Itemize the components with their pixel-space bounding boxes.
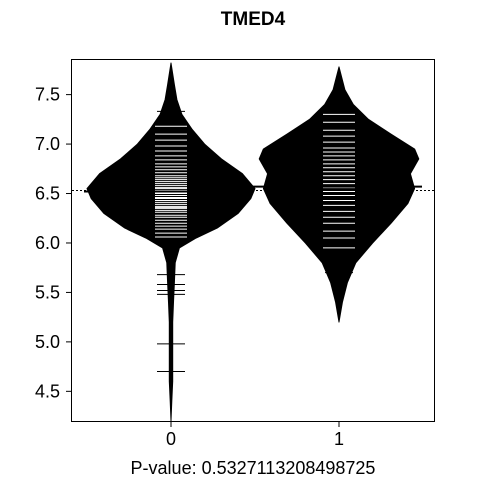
x-axis-label: P-value: 0.5327113208498725	[131, 458, 376, 478]
axes: 4.5 5.0 5.5 6.0 6.5 7.0 7.5 0 1	[35, 85, 344, 449]
x-tick-label: 1	[334, 429, 344, 449]
y-tick-label: 6.0	[35, 233, 60, 253]
y-tick-label: 7.0	[35, 134, 60, 154]
y-tick-label: 4.5	[35, 381, 60, 401]
chart-title: TMED4	[221, 9, 286, 30]
plot-area	[72, 62, 434, 422]
plot-frame	[71, 59, 435, 422]
bean-0	[86, 62, 256, 422]
bean-1	[258, 66, 420, 323]
y-tick-label: 5.5	[35, 282, 60, 302]
y-tick-label: 6.5	[35, 184, 60, 204]
y-tick-label: 7.5	[35, 85, 60, 105]
x-tick-label: 0	[166, 429, 176, 449]
y-tick-label: 5.0	[35, 332, 60, 352]
